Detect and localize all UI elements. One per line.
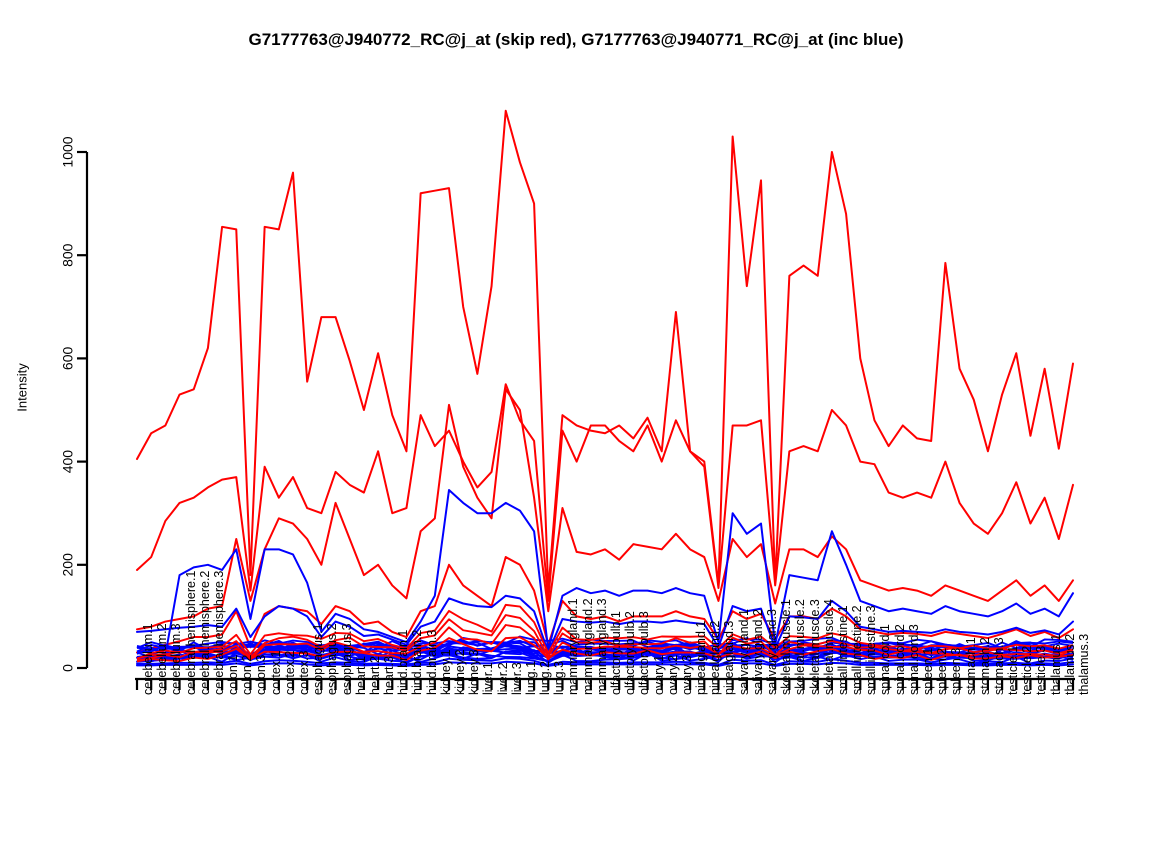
series-line-skip-red-3	[136, 388, 1074, 631]
y-tick-label: 800	[60, 243, 76, 267]
series-line-inc-blue-4	[136, 657, 1074, 666]
y-axis: 0 200 400 600 800 1000	[60, 136, 89, 672]
y-tick-label: 0	[60, 664, 76, 672]
series-line-skip-red-replicate-3	[136, 624, 1074, 662]
page-title: G7177763@J940772_RC@j_at (skip red), G71…	[248, 30, 904, 49]
series-line-skip-red-1	[136, 109, 1074, 592]
series-line-skip-red-replicate-4	[136, 636, 1074, 663]
data-series-layer	[136, 109, 1074, 667]
series-line-inc-blue-replicate-12	[136, 640, 1074, 653]
y-tick-label: 600	[60, 347, 76, 371]
series-line-inc-blue-5	[136, 660, 1074, 667]
y-tick-label: 400	[60, 450, 76, 474]
series-line-skip-red-replicate-2	[136, 614, 1074, 660]
series-line-inc-blue-replicate-4	[136, 647, 1074, 662]
y-tick-label: 200	[60, 553, 76, 577]
y-tick-label: 1000	[60, 136, 76, 167]
x-axis	[135, 677, 1075, 690]
series-line-skip-red-2	[136, 383, 1074, 602]
series-line-inc-blue-2	[136, 594, 1074, 654]
series-line-inc-blue-1	[136, 488, 1074, 659]
